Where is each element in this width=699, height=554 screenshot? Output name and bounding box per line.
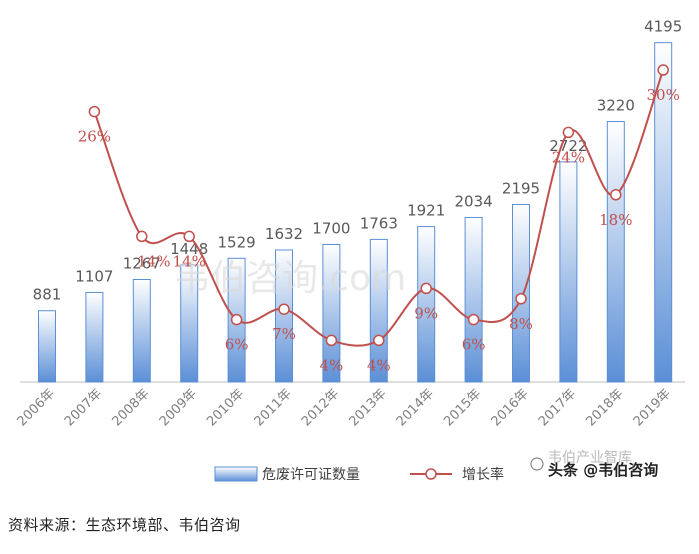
growth-rate-point bbox=[562, 126, 575, 139]
x-tick-label: 2007年 bbox=[62, 386, 105, 429]
bar-value-label: 4195 bbox=[644, 18, 682, 36]
bar-value-label: 1632 bbox=[265, 225, 303, 243]
growth-rate-label: 8% bbox=[509, 315, 533, 333]
legend-line-marker bbox=[425, 468, 437, 480]
source-note: 资料来源：生态环境部、韦伯咨询 bbox=[8, 516, 241, 534]
x-tick-label: 2016年 bbox=[489, 386, 532, 429]
brand-logo-overlay: 韦伯产业智库 bbox=[548, 450, 632, 466]
growth-rate-label: 18% bbox=[599, 211, 632, 229]
growth-rate-point bbox=[278, 303, 290, 315]
growth-rate-label: 4% bbox=[320, 356, 344, 374]
growth-rate-point bbox=[183, 230, 195, 243]
x-tick-label: 2015年 bbox=[441, 386, 484, 429]
bar-value-label: 881 bbox=[33, 286, 62, 304]
bar-value-label: 2034 bbox=[455, 192, 493, 210]
x-tick-label: 2012年 bbox=[299, 386, 342, 429]
growth-rate-label: 14% bbox=[173, 252, 206, 270]
bar bbox=[275, 249, 293, 383]
brand-logo-icon bbox=[530, 457, 544, 471]
x-tick-label: 2013年 bbox=[346, 386, 389, 429]
growth-rate-point bbox=[610, 189, 622, 201]
growth-rate-point bbox=[230, 313, 243, 326]
brand-logo: 韦伯产业智库 头条 @韦伯咨询 bbox=[530, 450, 658, 479]
bar bbox=[38, 310, 56, 383]
bar-value-label: 1763 bbox=[360, 214, 398, 232]
bar-value-label: 2722 bbox=[549, 137, 587, 155]
bar bbox=[322, 243, 341, 383]
brand-logo-text: 头条 @韦伯咨询 bbox=[548, 461, 658, 479]
x-tick-label: 2017年 bbox=[536, 386, 579, 429]
growth-rate-label: 30% bbox=[647, 86, 680, 104]
legend: 危废许可证数量 增长率 bbox=[214, 466, 504, 483]
growth-rate-point bbox=[420, 282, 432, 295]
growth-rate-label: 14% bbox=[137, 252, 170, 270]
growth-rate-label: 24% bbox=[552, 148, 585, 166]
growth-rate-point bbox=[373, 334, 385, 347]
bar-value-label: 2195 bbox=[502, 179, 540, 197]
growth-rate-point bbox=[467, 313, 480, 326]
x-tick-label: 2006年 bbox=[15, 386, 58, 429]
growth-rate-label: 4% bbox=[367, 356, 391, 374]
growth-rate-label: 6% bbox=[225, 336, 249, 354]
growth-rate-point bbox=[515, 293, 527, 305]
bar bbox=[654, 42, 673, 383]
watermark-text: 韦伯咨询.com bbox=[174, 258, 406, 299]
growth-rate-point bbox=[136, 230, 148, 243]
growth-rate-point bbox=[88, 105, 101, 118]
growth-rate-label: 26% bbox=[78, 128, 111, 146]
x-tick-label: 2008年 bbox=[109, 386, 152, 429]
growth-rate-label: 7% bbox=[272, 325, 296, 343]
x-tick-label: 2019年 bbox=[631, 386, 674, 429]
bar-value-label: 3220 bbox=[597, 97, 635, 115]
x-tick-label: 2011年 bbox=[252, 386, 295, 429]
bar bbox=[85, 291, 104, 383]
growth-rate-point bbox=[657, 64, 669, 76]
growth-rate-label: 6% bbox=[462, 336, 486, 354]
bar-value-label: 1267 bbox=[123, 255, 161, 273]
x-tick-label: 2009年 bbox=[157, 386, 200, 429]
bar-value-label: 1529 bbox=[218, 233, 256, 251]
x-tick-label: 2014年 bbox=[394, 386, 437, 429]
bar-value-label: 1107 bbox=[75, 267, 113, 285]
legend-bar-swatch bbox=[214, 466, 258, 482]
legend-bar-label: 危废许可证数量 bbox=[262, 467, 360, 483]
growth-rate-label: 9% bbox=[414, 304, 438, 322]
bar bbox=[132, 279, 151, 383]
bar-value-label: 1448 bbox=[170, 240, 208, 258]
x-tick-label: 2018年 bbox=[583, 386, 626, 429]
bar-value-label: 1700 bbox=[312, 219, 350, 237]
bar bbox=[464, 216, 483, 383]
bar bbox=[606, 121, 625, 383]
growth-rate-point bbox=[325, 334, 338, 347]
legend-line-label: 增长率 bbox=[462, 466, 504, 483]
bar-value-label: 1921 bbox=[407, 202, 445, 220]
bar bbox=[180, 264, 199, 383]
x-tick-label: 2010年 bbox=[204, 386, 247, 429]
bar bbox=[559, 161, 578, 383]
bar bbox=[369, 238, 388, 383]
bar bbox=[417, 226, 436, 383]
